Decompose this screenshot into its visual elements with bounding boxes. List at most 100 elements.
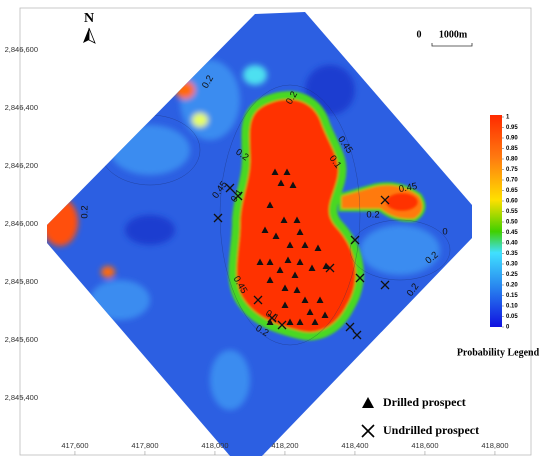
drilled-prospect (293, 216, 301, 223)
scale-end: 1000m (439, 29, 468, 40)
undrilled-prospect (380, 195, 390, 205)
map-frame (19, 7, 532, 456)
drilled-label: Drilled prospect (383, 395, 466, 409)
undrilled-prospect (233, 191, 243, 201)
legend-tick-label: 0.75 (506, 167, 518, 173)
north-arrow (83, 28, 89, 43)
undrilled-prospect (352, 330, 362, 340)
drilled-prospect (301, 241, 309, 248)
undrilled-prospect (277, 320, 287, 330)
drilled-prospect (286, 318, 294, 325)
drilled-prospect (266, 201, 274, 208)
drilled-prospect (281, 301, 289, 308)
y-tick-label: 2,845,400 (5, 393, 38, 402)
legend-tick-label: 0.65 (506, 188, 518, 194)
x-tick-label: 418,600 (411, 441, 438, 450)
drilled-prospect (311, 318, 319, 325)
legend-tick-label: 0.90 (506, 136, 518, 142)
undrilled-prospect (213, 213, 223, 223)
y-tick-label: 2,845,600 (5, 335, 38, 344)
legend-tick-label: 0.05 (506, 314, 518, 320)
north-arrow (88, 27, 96, 44)
undrilled-prospect (380, 280, 390, 290)
legend-tick-label: 0.10 (506, 304, 518, 310)
undrilled-prospect (345, 322, 355, 332)
drilled-prospect (266, 258, 274, 265)
y-tick-label: 2,846,600 (5, 45, 38, 54)
legend-tick-label: 0.55 (506, 209, 518, 215)
legend-tick-label: 0.60 (506, 199, 518, 205)
undrilled-symbol (361, 424, 375, 438)
y-tick-label: 2,845,800 (5, 277, 38, 286)
y-tick-label: 2,846,000 (5, 219, 38, 228)
legend-tick-label: 0.45 (506, 230, 518, 236)
x-tick-label: 418,000 (201, 441, 228, 450)
drilled-prospect (266, 276, 274, 283)
x-tick-label: 418,400 (341, 441, 368, 450)
x-tick-label: 417,600 (61, 441, 88, 450)
undrilled-prospect (267, 313, 277, 323)
drilled-prospect (322, 262, 330, 269)
legend-tick-label: 0.15 (506, 293, 518, 299)
drilled-prospect (284, 256, 292, 263)
x-tick-label: 418,800 (481, 441, 508, 450)
drilled-prospect (277, 179, 285, 186)
undrilled-prospect (350, 235, 360, 245)
scale-bar (431, 43, 473, 47)
legend-tick-label: 0.95 (506, 125, 518, 131)
legend-tick-label: 0.20 (506, 283, 518, 289)
drilled-prospect (316, 296, 324, 303)
legend-tick-label: 0.35 (506, 251, 518, 257)
drilled-prospect (308, 264, 316, 271)
legend-tick-label: 0.25 (506, 272, 518, 278)
drilled-prospect (276, 266, 284, 273)
drilled-prospect (291, 271, 299, 278)
legend-tick-label: 1 (506, 115, 510, 121)
drilled-prospect (272, 232, 280, 239)
drilled-prospect (306, 308, 314, 315)
drilled-prospect (283, 168, 291, 175)
contour-label: 0.45 (398, 181, 418, 195)
drilled-prospect (271, 168, 279, 175)
drilled-prospect (314, 244, 322, 251)
drilled-prospect (289, 181, 297, 188)
undrilled-prospect (355, 273, 365, 283)
prospect-markers (213, 168, 390, 340)
contour-label: 0.2 (366, 210, 379, 221)
legend-tick-label: 0.40 (506, 241, 518, 247)
drilled-prospect (296, 228, 304, 235)
legend-tick-label: 0 (506, 325, 510, 331)
undrilled-prospect (253, 295, 263, 305)
drilled-prospect (301, 296, 309, 303)
drilled-prospect (261, 226, 269, 233)
drilled-prospect (286, 241, 294, 248)
undrilled-label: Undrilled prospect (383, 423, 479, 437)
contour-label: 0.2 (80, 205, 91, 218)
x-tick-label: 417,800 (131, 441, 158, 450)
drilled-prospect (293, 286, 301, 293)
drilled-prospect (280, 216, 288, 223)
y-tick-label: 2,846,400 (5, 103, 38, 112)
drilled-prospect (266, 318, 274, 325)
drilled-prospect (296, 258, 304, 265)
drilled-prospect (296, 318, 304, 325)
legend-tick-label: 0.50 (506, 220, 518, 226)
legend-colorbar (490, 115, 502, 327)
low-zones (47, 60, 440, 410)
drilled-prospect (321, 311, 329, 318)
high-zones (237, 99, 426, 332)
x-tick-label: 418,200 (271, 441, 298, 450)
y-tick-label: 2,846,200 (5, 161, 38, 170)
legend-tick-label: 0.70 (506, 178, 518, 184)
scale-start: 0 (417, 29, 422, 40)
north-label: N (84, 11, 94, 26)
undrilled-prospect (325, 263, 335, 273)
legend-tick-label: 0.30 (506, 262, 518, 268)
legend-tick-label: 0.85 (506, 146, 518, 152)
drilled-symbol (362, 397, 374, 408)
legend-title: Probability Legend (457, 347, 540, 358)
undrilled-prospect (225, 183, 235, 193)
drilled-prospect (256, 258, 264, 265)
legend-tick-label: 0.80 (506, 157, 518, 163)
